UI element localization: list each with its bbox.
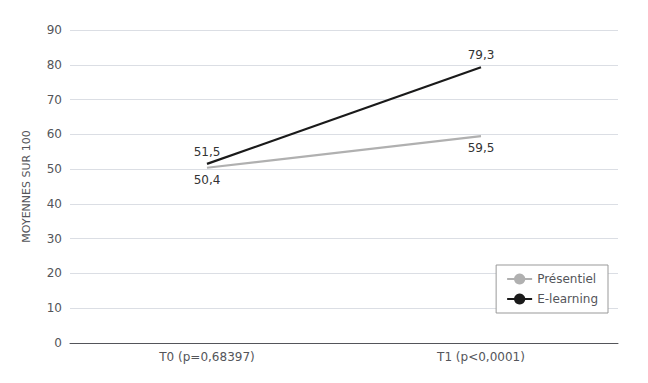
svg-text:T0 (p=0,68397): T0 (p=0,68397) (158, 350, 254, 364)
svg-text:90: 90 (47, 23, 62, 37)
svg-text:10: 10 (47, 301, 62, 315)
svg-text:40: 40 (47, 197, 62, 211)
svg-text:79,3: 79,3 (468, 48, 495, 62)
svg-text:Présentiel: Présentiel (537, 272, 596, 286)
svg-text:E-learning: E-learning (537, 292, 598, 306)
svg-text:30: 30 (47, 232, 62, 246)
svg-text:T1 (p<0,0001): T1 (p<0,0001) (436, 350, 525, 364)
svg-text:59,5: 59,5 (468, 141, 495, 155)
svg-text:MOYENNES SUR 100: MOYENNES SUR 100 (20, 130, 33, 242)
svg-text:50: 50 (47, 162, 62, 176)
svg-text:51,5: 51,5 (194, 145, 221, 159)
svg-text:70: 70 (47, 93, 62, 107)
svg-text:20: 20 (47, 266, 62, 280)
svg-text:0: 0 (54, 336, 62, 350)
svg-text:60: 60 (47, 127, 62, 141)
svg-text:50,4: 50,4 (194, 173, 221, 187)
svg-text:80: 80 (47, 58, 62, 72)
